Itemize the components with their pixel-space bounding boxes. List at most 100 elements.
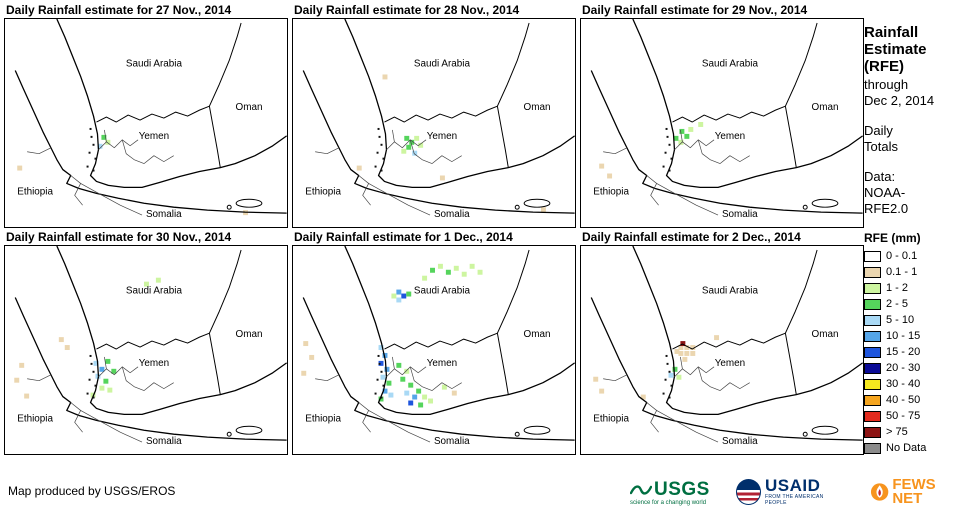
admin-line <box>674 139 715 150</box>
rain-cell <box>103 378 109 384</box>
rain-cell <box>101 134 107 140</box>
socotra-island <box>811 425 839 435</box>
label-yemen: Yemen <box>715 131 745 142</box>
label-somalia: Somalia <box>722 436 758 447</box>
rain-cell <box>688 126 694 132</box>
legend-item: 2 - 5 <box>864 296 963 312</box>
legend-swatch <box>864 362 881 374</box>
label-ethiopia: Ethiopia <box>305 186 341 197</box>
rain-cell <box>680 341 686 347</box>
label-oman: Oman <box>236 329 263 340</box>
eritrea-ethiopia-border <box>315 374 340 382</box>
label-oman: Oman <box>812 329 839 340</box>
rain-cell <box>155 277 161 283</box>
rain-cell <box>401 293 407 299</box>
rain-cell <box>24 393 30 399</box>
rainfall-map: Saudi Arabia Oman Yemen Ethiopia Somalia <box>14 19 287 220</box>
legend-list: 0 - 0.1 0.1 - 1 1 - 2 2 - 5 5 - 10 10 - 15 15 … <box>864 248 963 456</box>
socotra-island <box>235 425 263 435</box>
saudi-yemen-border <box>96 332 210 350</box>
socotra-island <box>523 425 551 435</box>
rain-cell <box>690 345 696 350</box>
rain-cell <box>453 265 459 271</box>
admin-line <box>680 356 683 369</box>
rain-cell <box>607 173 613 179</box>
djibouti-border <box>646 175 659 206</box>
legend-label: 1 - 2 <box>886 282 909 294</box>
djibouti-border <box>70 175 83 206</box>
admin-line <box>121 139 145 164</box>
eritrea-ethiopia-border <box>603 374 628 382</box>
panel-title: Daily Rainfall estimate for 29 Nov., 201… <box>582 3 808 17</box>
admin-line <box>697 366 721 391</box>
map-panel: Daily Rainfall estimate for 1 Dec., 2014 <box>292 229 578 455</box>
legend-swatch <box>864 282 881 294</box>
admin-line <box>719 382 750 391</box>
rain-layer <box>593 335 720 400</box>
admin-line <box>98 139 139 150</box>
rain-cell <box>428 398 434 404</box>
admin-line <box>680 129 683 142</box>
arabia-coastline <box>344 19 575 189</box>
africa-coastline <box>302 70 575 214</box>
legend-item: 0.1 - 1 <box>864 264 963 280</box>
ethiopia-somalia-border <box>656 183 719 216</box>
saudi-oman-border <box>208 22 242 107</box>
africa-coastline <box>302 297 575 441</box>
map-box: Saudi Arabia Oman Yemen Ethiopia Somalia <box>292 18 576 228</box>
small-island <box>226 431 232 437</box>
saudi-yemen-border <box>96 105 210 123</box>
legend-swatch <box>864 266 881 278</box>
admin-line <box>431 382 462 391</box>
rain-cell <box>107 387 113 393</box>
label-ethiopia: Ethiopia <box>305 413 341 424</box>
rain-cell <box>469 263 475 269</box>
rain-cell <box>144 281 149 287</box>
label-somalia: Somalia <box>722 209 758 220</box>
africa-coastline <box>590 297 863 441</box>
yemen-oman-border <box>784 333 797 395</box>
rain-cell <box>391 293 397 299</box>
legend-label: 50 - 75 <box>886 410 921 422</box>
rain-cell <box>437 263 443 269</box>
rain-cell <box>396 297 402 303</box>
admin-line <box>98 366 139 377</box>
eritrea-ethiopia-border <box>315 147 340 155</box>
rain-cell <box>676 374 682 380</box>
legend-label: 30 - 40 <box>886 378 921 390</box>
rain-cell <box>461 271 467 277</box>
rain-cell <box>406 144 412 150</box>
rain-cell <box>714 335 720 341</box>
eritrea-ethiopia-border <box>603 147 628 155</box>
map-panel: Daily Rainfall estimate for 27 Nov., 201… <box>4 2 290 228</box>
admin-line <box>409 366 433 391</box>
rain-cell <box>301 370 307 376</box>
eritrea-ethiopia-border <box>27 374 52 382</box>
legend-swatch <box>864 394 881 406</box>
panel-title: Daily Rainfall estimate for 1 Dec., 2014 <box>294 230 513 244</box>
fewsnet-logo: FEWS NET <box>870 477 967 506</box>
legend-label: 0 - 0.1 <box>886 250 918 262</box>
saudi-oman-border <box>784 249 818 334</box>
rain-cell <box>19 362 25 368</box>
rain-cell <box>414 135 420 141</box>
rain-cell <box>678 139 684 145</box>
label-yemen: Yemen <box>427 131 457 142</box>
label-oman: Oman <box>524 329 551 340</box>
yemen-oman-border <box>496 106 509 168</box>
rain-cell <box>679 128 685 134</box>
saudi-yemen-border <box>672 105 786 123</box>
arabia-coastline <box>56 19 287 189</box>
terrain-specks <box>662 127 673 172</box>
rain-layer <box>17 134 249 216</box>
rain-cell <box>599 388 605 394</box>
label-saudi-arabia: Saudi Arabia <box>414 59 471 70</box>
arabia-coastline <box>632 246 863 416</box>
ethiopia-somalia-border <box>368 410 431 443</box>
rain-cell <box>388 392 394 398</box>
legend-swatch <box>864 442 881 454</box>
map-box: Saudi Arabia Oman Yemen Ethiopia Somalia <box>4 245 288 455</box>
rain-cell <box>384 366 390 372</box>
rain-cell <box>64 345 70 350</box>
rain-cell <box>404 368 410 374</box>
